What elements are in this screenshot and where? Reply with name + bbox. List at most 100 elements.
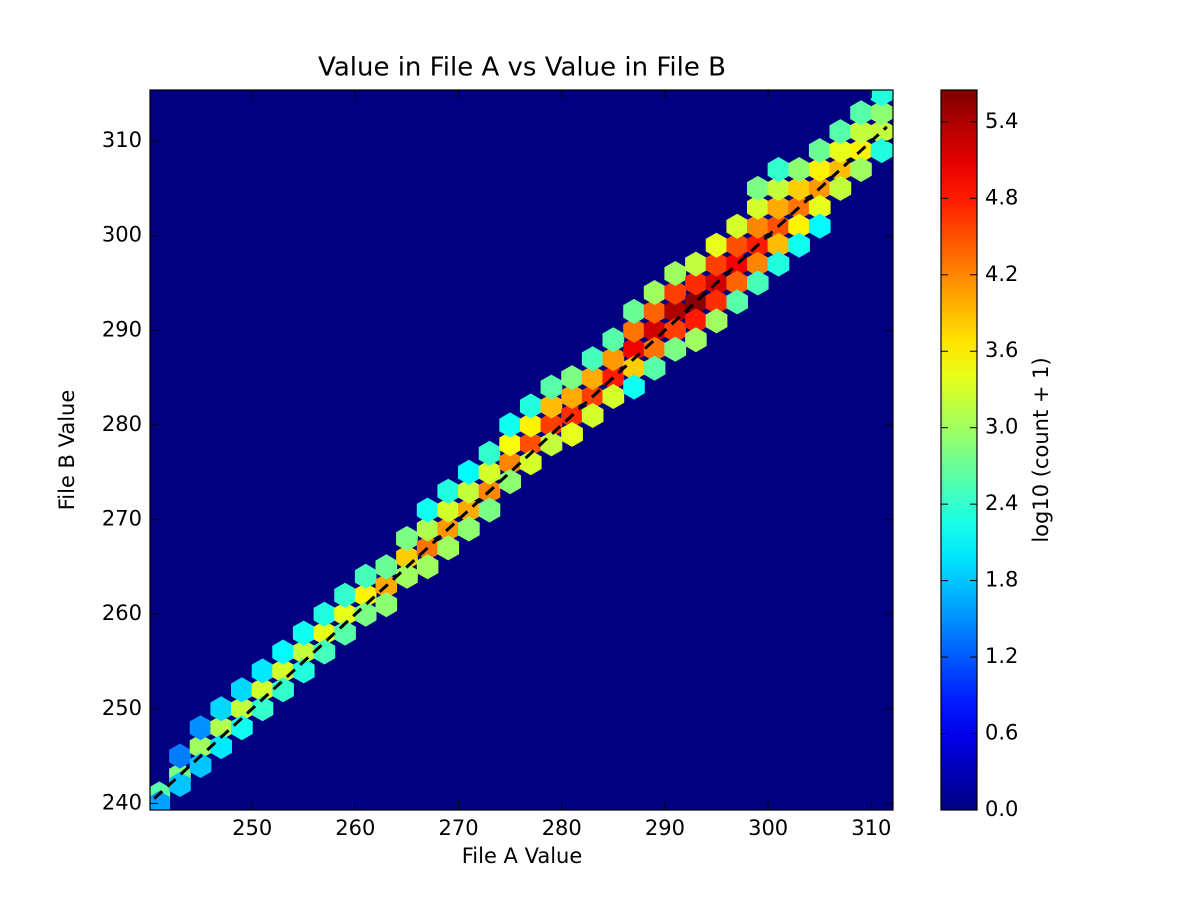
hex-cell <box>499 431 521 457</box>
hex-cell <box>664 298 687 324</box>
y-axis-label: File B Value <box>55 390 79 511</box>
hex-cell <box>561 365 583 391</box>
hex-cell <box>272 639 294 665</box>
hex-cell <box>210 696 232 722</box>
colorbar-tick-label: 4.8 <box>985 185 1018 209</box>
hex-cell <box>251 696 274 722</box>
hex-cell <box>602 346 625 372</box>
hex-cell <box>850 100 872 126</box>
hex-cell <box>643 355 666 381</box>
hex-cell <box>808 157 831 182</box>
hex-cell <box>747 270 769 296</box>
x-axis-label: File A Value <box>462 844 583 868</box>
x-tick-label: 250 <box>232 816 272 840</box>
hex-cell <box>788 213 810 239</box>
hex-cell <box>870 138 893 164</box>
colorbar-tick-label: 0.6 <box>985 721 1018 745</box>
colorbar-tick-label: 5.4 <box>985 109 1018 133</box>
hex-cell <box>478 440 501 466</box>
hex-cell <box>416 554 439 580</box>
hex-cell <box>602 384 625 409</box>
hex-cell <box>581 403 604 428</box>
hex-cell <box>189 734 212 760</box>
hex-cell <box>231 677 253 703</box>
hex-cell <box>705 308 728 334</box>
hex-cell <box>169 743 191 769</box>
hex-cell <box>210 734 232 760</box>
hex-cell <box>623 355 645 381</box>
hex-cell <box>416 497 439 523</box>
hex-cell <box>685 270 707 296</box>
hex-cell <box>726 270 748 296</box>
hex-cell <box>375 592 398 618</box>
hex-cell <box>829 175 852 201</box>
hexbin-cells <box>150 90 893 810</box>
hex-cell <box>850 157 872 182</box>
hex-cell <box>808 194 831 220</box>
hex-cell <box>705 289 728 315</box>
hex-cell <box>561 384 583 409</box>
hex-cell <box>396 563 418 589</box>
x-tick-label: 290 <box>645 816 685 840</box>
colorbar-tick-label: 4.2 <box>985 262 1018 286</box>
x-tick-label: 280 <box>542 816 582 840</box>
hex-cell <box>292 639 315 665</box>
hex-cell <box>705 232 728 258</box>
x-tick-label: 270 <box>439 816 479 840</box>
hex-cell <box>354 563 377 589</box>
hex-cell <box>664 336 687 362</box>
y-tick-label: 290 <box>102 317 142 341</box>
hex-cell <box>767 194 790 220</box>
reference-line <box>153 125 888 800</box>
hex-cell <box>850 119 872 145</box>
hex-cell <box>520 431 542 457</box>
hex-cell <box>829 119 852 145</box>
hex-cell <box>829 138 852 164</box>
hex-cell <box>375 554 398 580</box>
x-tick-label: 310 <box>851 816 891 840</box>
hex-cell <box>561 421 583 447</box>
y-tick-label: 240 <box>102 790 142 814</box>
colorbar-tick-label: 1.8 <box>985 568 1018 592</box>
hex-cell <box>478 497 501 523</box>
hex-cell <box>581 346 604 372</box>
hex-cell <box>788 157 810 182</box>
hex-cell <box>292 620 315 646</box>
hex-cell <box>767 232 790 258</box>
y-tick-label: 310 <box>102 128 142 152</box>
hex-cell <box>726 232 748 258</box>
hex-cell <box>685 327 707 353</box>
hex-cell <box>458 478 480 504</box>
hex-cell <box>808 138 831 164</box>
x-tick-label: 260 <box>335 816 375 840</box>
hex-cell <box>623 374 645 400</box>
hex-cell <box>664 261 687 286</box>
hex-cell <box>685 308 707 334</box>
hex-cell <box>705 251 728 277</box>
hex-cell <box>540 393 563 419</box>
y-tick-label: 260 <box>102 601 142 625</box>
hex-cell <box>623 317 645 343</box>
hex-cell <box>458 459 480 485</box>
hex-cell <box>334 601 356 627</box>
hex-cell <box>664 280 687 305</box>
y-tick-label: 270 <box>102 507 142 531</box>
hex-cell <box>767 175 790 201</box>
hex-cell <box>747 213 769 239</box>
hex-cell <box>437 497 460 523</box>
colorbar-tick-label: 1.2 <box>985 644 1018 668</box>
x-tick-label: 300 <box>748 816 788 840</box>
hex-cell <box>664 317 687 343</box>
colorbar-tick-label: 2.4 <box>985 491 1018 515</box>
hex-cell <box>747 194 769 220</box>
hex-cell <box>747 251 769 277</box>
y-tick-label: 300 <box>102 223 142 247</box>
hex-cell <box>478 459 501 485</box>
hex-cell <box>726 289 748 315</box>
hex-cell <box>870 100 893 126</box>
hex-cell <box>437 478 460 504</box>
colorbar-label: log10 (count + 1) <box>1029 357 1053 542</box>
hex-cell <box>685 251 707 277</box>
colorbar <box>940 89 978 811</box>
